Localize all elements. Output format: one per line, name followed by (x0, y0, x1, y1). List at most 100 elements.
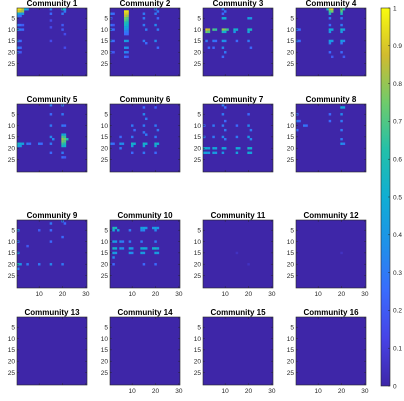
heatmap-cell (142, 106, 146, 109)
heatmap-cell (124, 30, 127, 34)
panel-community-7: Community 7 5 10 15 20 25 (194, 95, 274, 173)
heatmap-cell (224, 51, 227, 54)
y-tick-label: 10 (8, 123, 16, 130)
heatmap-cell (63, 142, 67, 145)
y-tick-label: 20 (8, 262, 16, 269)
heatmap-cell (126, 30, 129, 34)
heatmap-cell (26, 263, 29, 266)
heatmap-cell (28, 142, 32, 145)
x-tick-label: 20 (245, 291, 253, 298)
heatmap-cell (19, 51, 22, 54)
heatmap-cell (17, 10, 20, 13)
heatmap-cell (142, 12, 146, 15)
heatmap-cell (247, 263, 250, 266)
heatmap-cell (63, 140, 67, 143)
heatmap-cell (156, 17, 160, 20)
heatmap-cell (63, 133, 67, 136)
heatmap-cell (340, 42, 343, 45)
heatmap-cell (131, 247, 134, 250)
y-tick-label: 20 (101, 359, 109, 366)
heatmap-cell (247, 124, 250, 127)
heatmap-cell (142, 226, 146, 230)
heatmap-cell (342, 28, 346, 31)
heatmap-cell (233, 28, 236, 31)
panel-community-12: Community 12 5 10 15 20 25 10 20 30 (287, 211, 369, 298)
colorbar-tick-label: 0.4 (393, 232, 402, 239)
panel-community-14: Community 14 5 10 15 20 25 10 20 30 (101, 308, 183, 395)
heatmap-cell (221, 55, 225, 59)
colorbar-tick-label: 0.5 (393, 194, 402, 201)
heatmap-cell (221, 124, 225, 127)
heatmap-cell (19, 39, 22, 43)
y-tick-label: 20 (194, 50, 202, 57)
y-tick-label: 15 (8, 38, 16, 45)
y-tick-label: 20 (287, 359, 295, 366)
heatmap-cell (19, 263, 22, 266)
heatmap-cell (38, 263, 41, 266)
panel-title: Community 12 (303, 211, 359, 220)
y-tick-label: 5 (290, 325, 294, 332)
y-tick-label: 15 (101, 134, 109, 141)
colorbar-tick-label: 0.7 (393, 119, 402, 126)
heatmap-cell (140, 226, 143, 230)
y-tick-label: 10 (287, 27, 295, 34)
heatmap-cell (19, 28, 22, 31)
heatmap-cell (63, 10, 67, 13)
y-tick-label: 25 (194, 370, 202, 377)
heatmap-cell (49, 229, 53, 232)
heatmap-cell (235, 151, 239, 155)
heatmap-cell (145, 42, 148, 45)
heatmap-cell (21, 142, 25, 145)
heatmap-cell (328, 113, 332, 116)
y-tick-label: 25 (8, 61, 16, 68)
heatmap-cell (342, 106, 346, 109)
panel-frame (295, 219, 367, 289)
heatmap-cell (131, 151, 134, 155)
heatmap-cell (63, 46, 67, 49)
heatmap-cell (340, 138, 343, 141)
heatmap-cell (112, 39, 115, 43)
heatmap-cell (342, 55, 346, 59)
heatmap-cell (126, 51, 129, 54)
y-tick-label: 5 (290, 228, 294, 235)
heatmap-cell (235, 135, 239, 139)
heatmap-cell (17, 12, 20, 15)
heatmap-cell (235, 251, 239, 255)
heatmap-cell (19, 12, 22, 15)
heatmap-cell (17, 46, 20, 49)
panel-frame (202, 219, 274, 289)
heatmap-cell (19, 14, 22, 18)
y-tick-label: 25 (101, 370, 109, 377)
heatmap-cell (340, 12, 343, 15)
heatmap-cell (126, 21, 129, 25)
heatmap-cell (205, 151, 208, 155)
panel-community-1: Community 1 5 10 15 20 25 (8, 0, 88, 77)
heatmap-cell (221, 30, 225, 34)
x-tick-label: 10 (36, 291, 44, 298)
y-tick-label: 10 (194, 27, 202, 34)
heatmap-cell (340, 106, 343, 109)
y-tick-label: 10 (101, 336, 109, 343)
y-tick-label: 20 (101, 146, 109, 153)
heatmap-cell (131, 144, 134, 148)
colorbar-tick-label: 0 (393, 383, 397, 390)
heatmap-cell (140, 247, 143, 250)
heatmap-cell (340, 39, 343, 43)
heatmap-cell (328, 39, 332, 43)
panel-background (17, 317, 87, 385)
heatmap-cell (126, 28, 129, 31)
heatmap-cell (212, 39, 215, 43)
y-tick-label: 5 (11, 228, 15, 235)
panel-community-9: Community 9 5 10 15 20 25 10 20 30 (8, 211, 90, 298)
heatmap-cell (124, 19, 127, 22)
heatmap-cell (112, 12, 115, 15)
heatmap-cell (221, 12, 225, 15)
y-tick-label: 15 (194, 250, 202, 257)
panel-background (296, 220, 366, 288)
heatmap-cell (247, 135, 250, 139)
heatmap-cell (126, 23, 129, 27)
heatmap-cell (212, 147, 215, 150)
heatmap-cell (61, 133, 64, 136)
heatmap-cell (142, 142, 146, 145)
heatmap-cell (17, 8, 20, 11)
